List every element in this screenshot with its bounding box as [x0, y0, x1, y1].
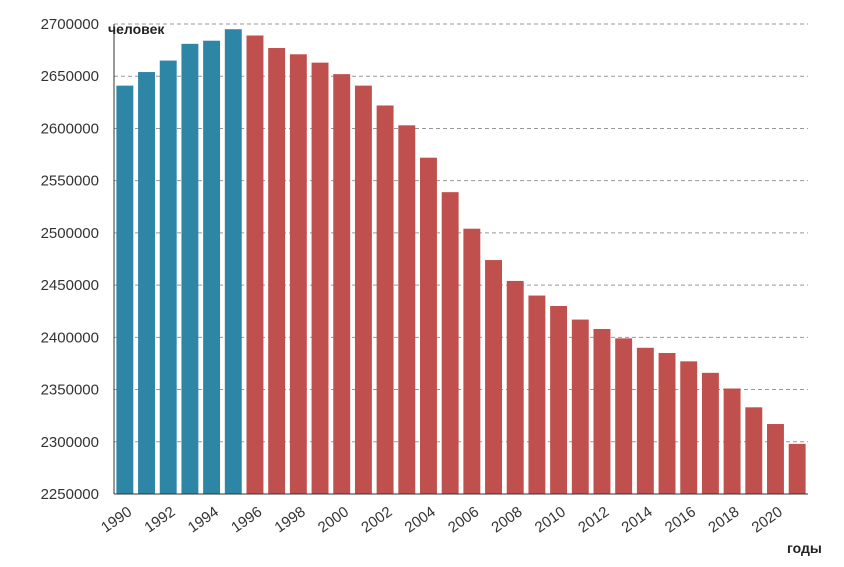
bar-2004 — [420, 157, 437, 494]
x-tick-label: 2008 — [488, 503, 525, 536]
y-tick-label: 2600000 — [41, 120, 99, 137]
bar-2008 — [506, 280, 524, 494]
x-tick-label: 2018 — [705, 503, 742, 536]
bar-2014 — [636, 347, 654, 494]
y-tick-label: 2450000 — [41, 277, 99, 294]
bar-1994 — [203, 40, 221, 494]
y-tick-label: 2500000 — [41, 225, 99, 242]
bar-1990 — [116, 85, 134, 494]
x-tick-label: 1990 — [98, 503, 135, 536]
bar-1995 — [224, 29, 242, 494]
bar-2001 — [354, 85, 372, 494]
x-tick-label: 2014 — [619, 503, 656, 536]
bar-2015 — [658, 353, 676, 494]
y-tick-label: 2550000 — [41, 173, 99, 190]
bar-1996 — [246, 35, 264, 494]
y-tick-label: 2350000 — [41, 382, 99, 399]
bar-2016 — [680, 361, 698, 494]
bar-1993 — [181, 43, 199, 494]
x-tick-label: 2016 — [662, 503, 699, 536]
x-tick-label: 1998 — [272, 503, 309, 536]
x-axis-unit-label: годы — [787, 540, 822, 556]
x-tick-label: 2002 — [358, 503, 395, 536]
bar-2009 — [528, 295, 546, 494]
y-tick-label: 2400000 — [41, 329, 99, 346]
bar-2013 — [615, 338, 633, 494]
bar-1997 — [268, 48, 286, 495]
bar-2020 — [767, 424, 784, 494]
bar-2002 — [376, 105, 394, 494]
x-tick-label: 2004 — [402, 503, 439, 536]
bar-1998 — [289, 54, 307, 495]
bars — [116, 29, 806, 495]
bar-2005 — [441, 192, 459, 494]
bar-2018 — [723, 388, 741, 494]
bar-2007 — [485, 260, 502, 494]
bar-2010 — [550, 306, 568, 494]
y-tick-labels: 2250000 2300000 2350000 2400000 2450000 25000… — [41, 16, 99, 503]
x-tick-label: 2010 — [532, 503, 569, 536]
bar-2021 — [788, 443, 806, 494]
bar-1991 — [138, 72, 155, 495]
bar-2000 — [333, 74, 351, 494]
bar-2003 — [398, 125, 416, 495]
x-tick-label: 2020 — [749, 503, 786, 536]
x-tick-label: 1992 — [141, 503, 178, 536]
y-tick-label: 2700000 — [41, 16, 99, 33]
x-tick-label: 2012 — [575, 503, 612, 536]
bar-2017 — [701, 372, 719, 494]
bar-2011 — [571, 319, 589, 494]
y-tick-label: 2650000 — [41, 68, 99, 85]
x-tick-label: 1996 — [228, 503, 265, 536]
bar-1999 — [311, 62, 329, 495]
bar-2012 — [593, 328, 611, 494]
bar-2019 — [745, 407, 763, 494]
x-tick-label: 2006 — [445, 503, 482, 536]
y-tick-label: 2300000 — [41, 434, 99, 451]
axes — [113, 24, 808, 495]
y-axis-unit-label: человек — [108, 21, 165, 37]
bar-1992 — [159, 60, 177, 495]
x-tick-label: 1994 — [185, 503, 222, 536]
y-tick-label: 2250000 — [41, 486, 99, 503]
bar-2006 — [463, 228, 481, 494]
x-tick-label: 2000 — [315, 503, 352, 536]
x-tick-labels: 1990 1992 1994 1996 1998 2000 2002 2004 2006 2008… — [98, 503, 786, 536]
